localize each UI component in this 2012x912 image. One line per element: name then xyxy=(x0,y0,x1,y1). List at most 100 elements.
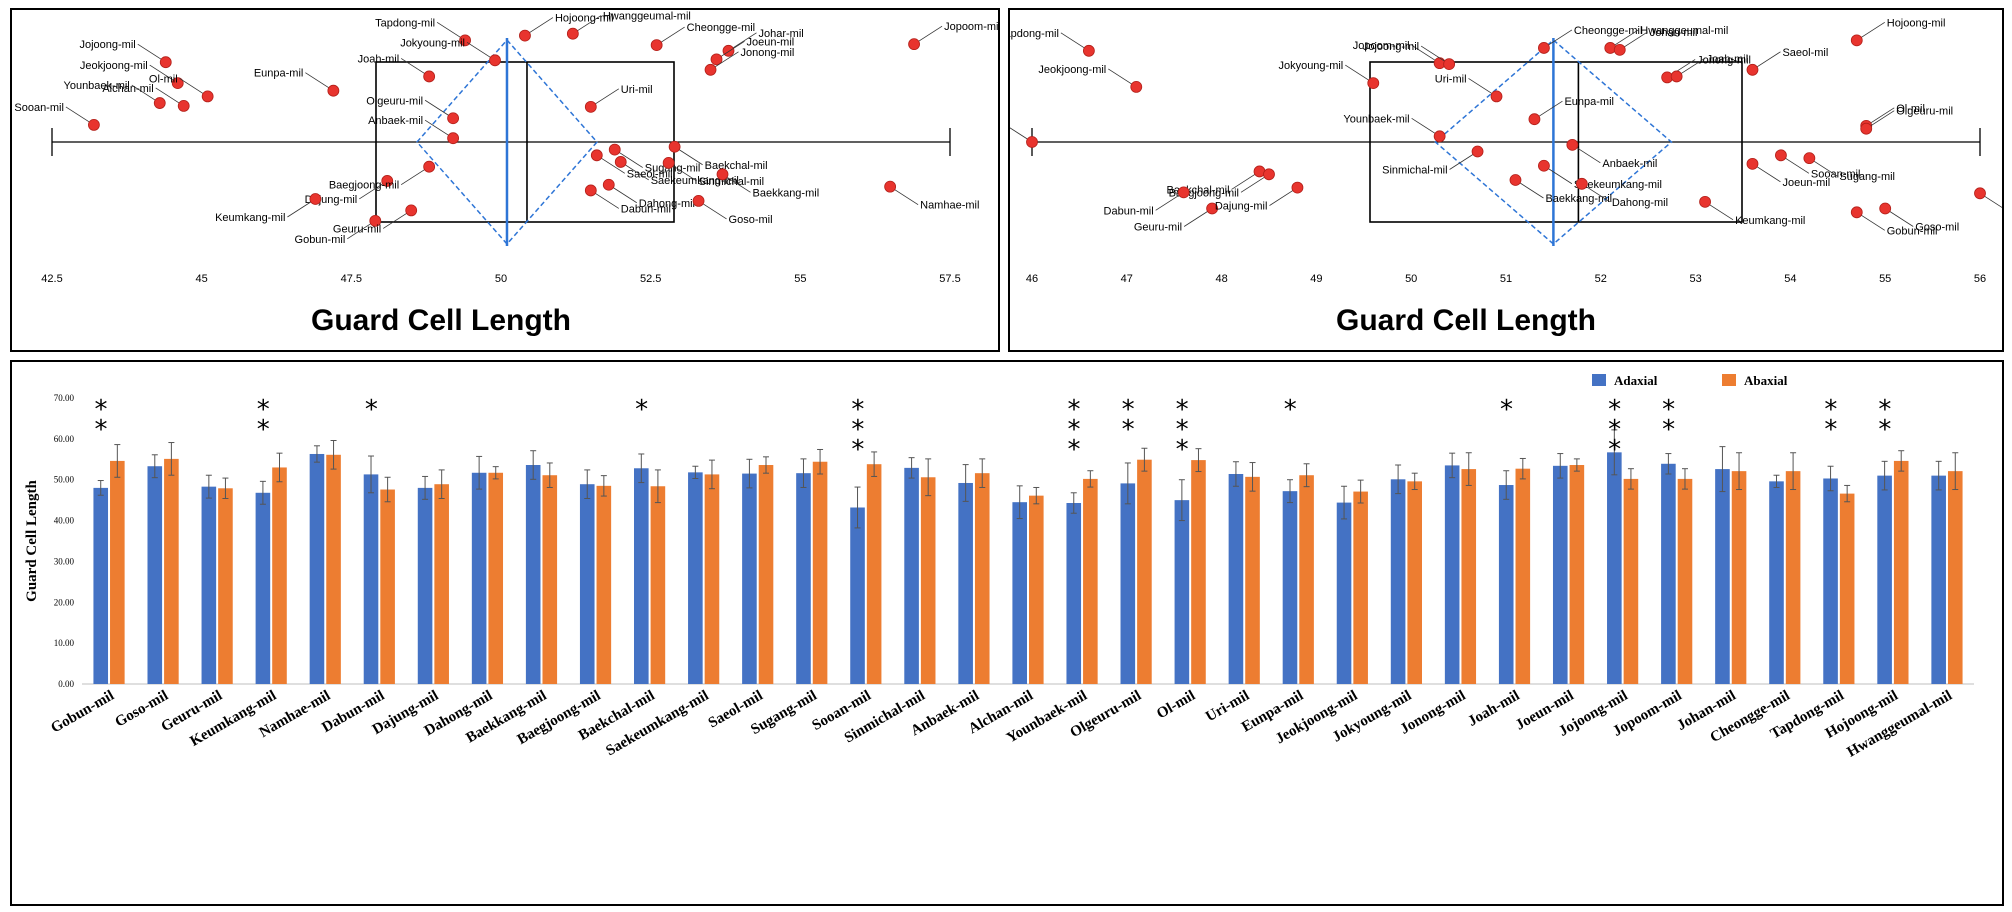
bar xyxy=(1498,485,1514,684)
sb-point-label: Sugang-mil xyxy=(1839,171,1895,183)
sa-point-label: Sugang-mil xyxy=(645,163,701,175)
bar xyxy=(1947,471,1963,684)
significance-marker: * xyxy=(635,395,648,425)
sb-xtick: 49 xyxy=(1310,273,1322,285)
bar xyxy=(471,472,487,684)
sa-point xyxy=(405,204,418,217)
sa-point xyxy=(704,63,717,76)
bar xyxy=(326,454,341,684)
bar xyxy=(1012,502,1027,684)
significance-star: * xyxy=(1176,435,1189,465)
sa-point-label: Baekkang-mil xyxy=(753,187,820,199)
sa-point xyxy=(614,156,627,168)
sb-point-label: Baekkang-mil xyxy=(1545,193,1612,205)
sb-point xyxy=(1746,63,1759,76)
sa-point-label: Eunpa-mil xyxy=(254,68,304,80)
significance-star: * xyxy=(1608,395,1621,425)
sa-point-label: Baekchal-mil xyxy=(705,160,768,172)
significance-star: * xyxy=(1284,395,1297,425)
bar xyxy=(742,473,757,684)
sb-point xyxy=(1471,145,1484,158)
sb-point xyxy=(1433,130,1446,143)
sa-point xyxy=(201,90,214,103)
sa-xtick: 57.5 xyxy=(939,273,960,285)
bar xyxy=(1731,471,1747,684)
sb-point xyxy=(1263,168,1275,181)
sa-point xyxy=(662,156,675,169)
bar xyxy=(1444,465,1460,684)
sa-point xyxy=(159,56,172,69)
scatter-chart-left: 42.5 45 47.5 50 52.5 55 57.5 Guard Cell Length S… xyxy=(14,11,998,337)
significance-marker: ** xyxy=(1122,395,1135,445)
significance-marker: ** xyxy=(1662,395,1675,445)
sb-xtick: 52 xyxy=(1595,273,1607,285)
sb-xtick: 55 xyxy=(1879,273,1891,285)
sb-iqr-box xyxy=(1369,61,1743,223)
sa-point xyxy=(447,112,460,125)
bar xyxy=(704,474,720,684)
bar xyxy=(488,472,504,684)
category-label: Ol-mil xyxy=(1154,688,1198,723)
sb-point-label: Joeun-mil xyxy=(1782,177,1830,189)
significance-star: * xyxy=(257,415,270,445)
significance-star: * xyxy=(95,395,108,425)
bar xyxy=(309,453,325,684)
bar xyxy=(904,467,919,684)
bar xyxy=(1552,465,1568,684)
bar xyxy=(1336,502,1352,684)
sa-point-label: Dabun-mil xyxy=(621,203,671,215)
y-tick-label: 70.00 xyxy=(54,393,75,403)
sa-point xyxy=(602,178,615,191)
sb-point xyxy=(1490,90,1503,103)
sa-point-label: Joah-mil xyxy=(358,53,400,65)
sa-point-label: Anbaek-mil xyxy=(368,115,423,127)
sa-point xyxy=(177,100,190,112)
significance-marker: ** xyxy=(1878,395,1891,445)
sa-point xyxy=(668,140,681,153)
bar xyxy=(1083,478,1098,684)
significance-marker: *** xyxy=(1068,395,1081,465)
sa-point-label: Jonong-mil xyxy=(741,47,795,59)
sb-point xyxy=(1613,43,1626,56)
sa-xtick: 47.5 xyxy=(341,273,362,285)
bar xyxy=(974,473,990,684)
y-tick-label: 30.00 xyxy=(54,556,75,566)
sb-point-label: Tapdong-mil xyxy=(1010,28,1059,40)
sb-xtick: 47 xyxy=(1121,273,1133,285)
bar xyxy=(1282,491,1298,684)
bar xyxy=(796,473,811,684)
sa-point xyxy=(88,119,100,131)
category-label: Gobun-mil xyxy=(48,688,117,737)
sb-point-label: Dabun-mil xyxy=(1104,205,1154,217)
sb-point-label: Joah-mil xyxy=(1707,53,1749,65)
significance-marker: ** xyxy=(95,395,108,445)
sb-point xyxy=(1538,42,1550,54)
sb-point xyxy=(1026,136,1038,148)
significance-star: * xyxy=(851,435,864,465)
bar xyxy=(1461,469,1477,684)
sa-point-label: Jeokjoong-mil xyxy=(80,60,148,72)
significance-star: * xyxy=(1122,415,1135,445)
sb-point xyxy=(1803,152,1816,165)
sa-point-label: Keumkang-mil xyxy=(215,212,285,224)
sb-point xyxy=(1860,122,1873,135)
significance-marker: *** xyxy=(1608,395,1621,465)
bar xyxy=(1785,471,1801,684)
significance-star: * xyxy=(1662,395,1675,425)
sa-point xyxy=(327,84,340,97)
bar xyxy=(812,461,828,684)
sb-xtick: 46 xyxy=(1026,273,1038,285)
bar xyxy=(1228,473,1244,684)
bar xyxy=(958,482,973,684)
significance-star: * xyxy=(1824,395,1837,425)
bar xyxy=(850,507,865,684)
bar xyxy=(1607,452,1622,684)
sa-point xyxy=(590,149,603,162)
significance-star: * xyxy=(1500,395,1513,425)
significance-star: * xyxy=(851,415,864,445)
sa-point-label: Saekeumkang-mil xyxy=(651,175,739,187)
sb-point xyxy=(1699,195,1711,208)
bar xyxy=(1066,503,1082,684)
sa-point-label: Joeun-mil xyxy=(747,36,795,48)
sb-point xyxy=(1850,206,1863,219)
